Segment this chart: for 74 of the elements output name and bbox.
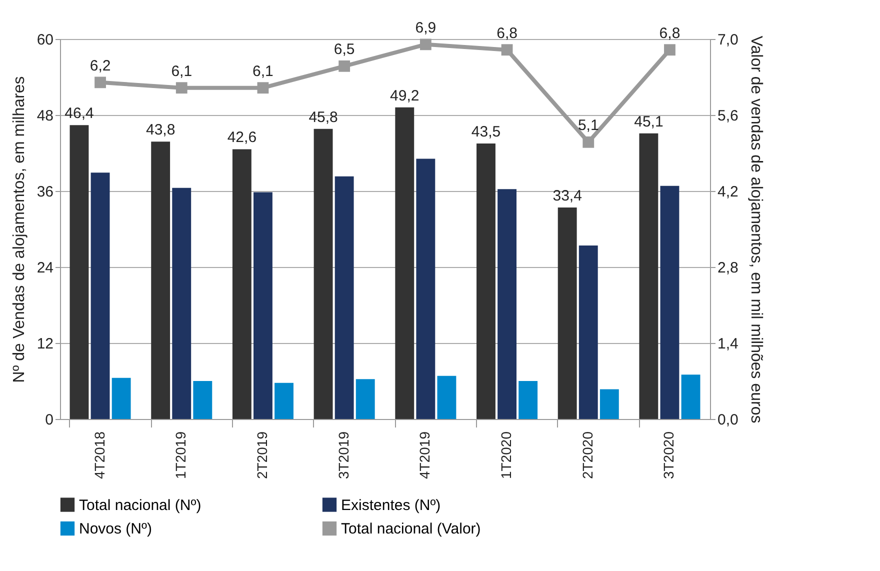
data-label: 6,8 [496, 24, 518, 42]
y2-axis-title: Valor de vendas de alojamentos, em mil milhões euros [747, 36, 764, 424]
data-label: 6,2 [90, 57, 111, 74]
bar [395, 107, 414, 419]
data-label: 45,1 [634, 113, 664, 130]
y-tick-label: 48 [36, 108, 54, 124]
point [257, 82, 269, 94]
data-label: 33,4 [552, 187, 582, 204]
point [338, 60, 350, 72]
y-tick-label: 36 [36, 184, 54, 200]
data-label: 43,5 [471, 124, 501, 140]
y2-tick-label: 0,0 [718, 412, 738, 428]
x-tick-label: 3T2020 [660, 431, 677, 479]
point [420, 38, 432, 50]
bar [274, 382, 294, 419]
bar [151, 142, 170, 419]
x-tick-label: 4T2018 [91, 431, 108, 479]
y-axis-title: Nº de Vendas de alojamentos, em milhares [10, 76, 28, 383]
y2-tick-label: 5,6 [718, 108, 738, 124]
data-label: 43,8 [146, 122, 176, 139]
data-label: 6,1 [171, 62, 192, 80]
bar [660, 186, 680, 419]
data-label: 46,4 [64, 105, 94, 122]
legend-label: Total nacional (Nº) [79, 496, 202, 514]
y-tick-label: 24 [36, 260, 54, 276]
y2-tick-label: 1,4 [718, 336, 738, 352]
data-label: 6,9 [415, 19, 436, 36]
x-tick-label: 1T2020 [498, 431, 514, 479]
point [176, 82, 188, 94]
x-tick-label: 2T2020 [579, 431, 596, 479]
point [582, 136, 594, 148]
data-label: 6,8 [659, 24, 680, 42]
data-label: 42,6 [227, 129, 257, 146]
bar [558, 207, 577, 419]
bar [356, 379, 375, 419]
y-tick-label: 0 [45, 412, 54, 428]
x-tick-label: 2T2019 [254, 431, 270, 479]
legend-label: Total nacional (Valor) [341, 520, 481, 538]
legend-label: Existentes (Nº) [341, 496, 441, 514]
y-tick-label: 12 [36, 336, 54, 352]
y2-tick-label: 7,0 [718, 32, 738, 48]
bar [90, 172, 110, 419]
bar [254, 192, 272, 419]
point [501, 44, 513, 56]
x-tick-label: 4T2019 [416, 431, 433, 479]
data-label: 45,8 [308, 108, 338, 126]
bar [193, 381, 212, 419]
bar [518, 381, 538, 419]
bar [639, 133, 658, 419]
bar [416, 158, 436, 419]
point [94, 76, 106, 88]
bar [334, 176, 354, 419]
bar [172, 188, 192, 419]
y-tick-label: 60 [36, 32, 54, 48]
bar [112, 378, 131, 419]
data-label: 6,1 [252, 62, 274, 80]
x-tick-label: 3T2019 [335, 431, 352, 479]
bar [578, 245, 598, 419]
bar [437, 376, 456, 419]
bar [681, 374, 700, 419]
y2-tick-label: 2,8 [718, 260, 738, 276]
data-label: 6,5 [334, 41, 355, 58]
bar [600, 389, 619, 419]
point [664, 44, 676, 56]
y2-tick-label: 4,2 [718, 184, 738, 200]
data-label: 49,2 [390, 87, 420, 104]
bar [232, 149, 252, 419]
bar [314, 128, 333, 419]
data-label: 5,1 [578, 117, 599, 134]
bar [498, 189, 516, 419]
legend-label: Novos (Nº) [79, 520, 152, 538]
bar [70, 125, 89, 419]
x-tick-label: 1T2019 [172, 431, 189, 479]
bar [476, 144, 496, 419]
